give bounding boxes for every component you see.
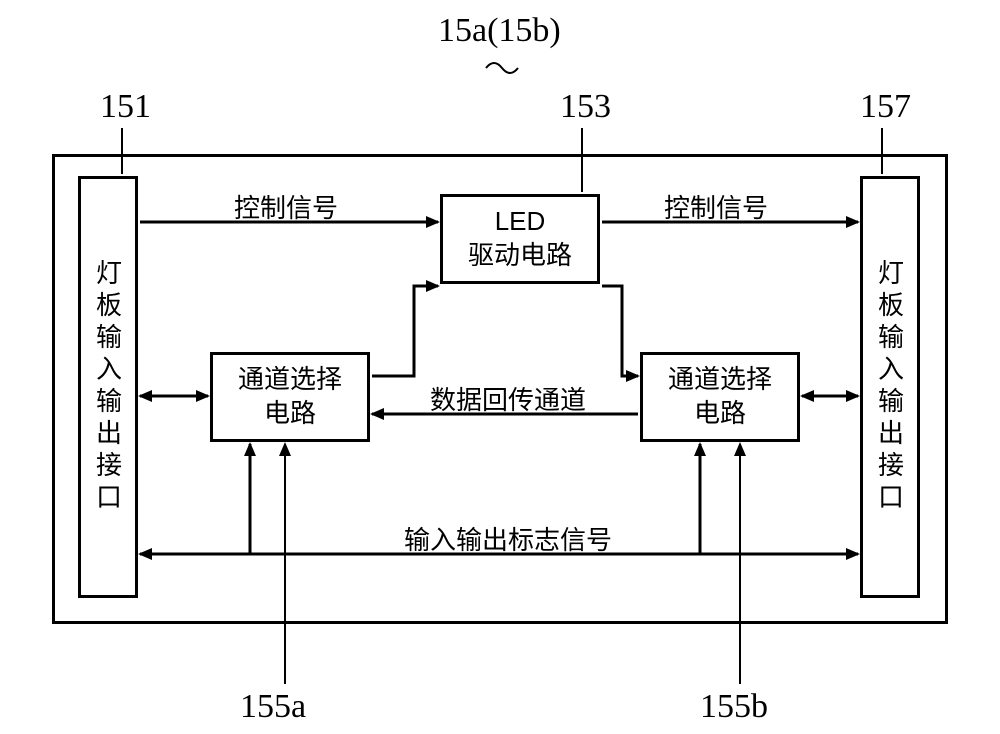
- arrows-layer: [0, 0, 1000, 734]
- diagram-canvas: 15a(15b) 灯板输入输出接口 灯板输入输出接口 LED 驱动电路 通道选择…: [0, 0, 1000, 734]
